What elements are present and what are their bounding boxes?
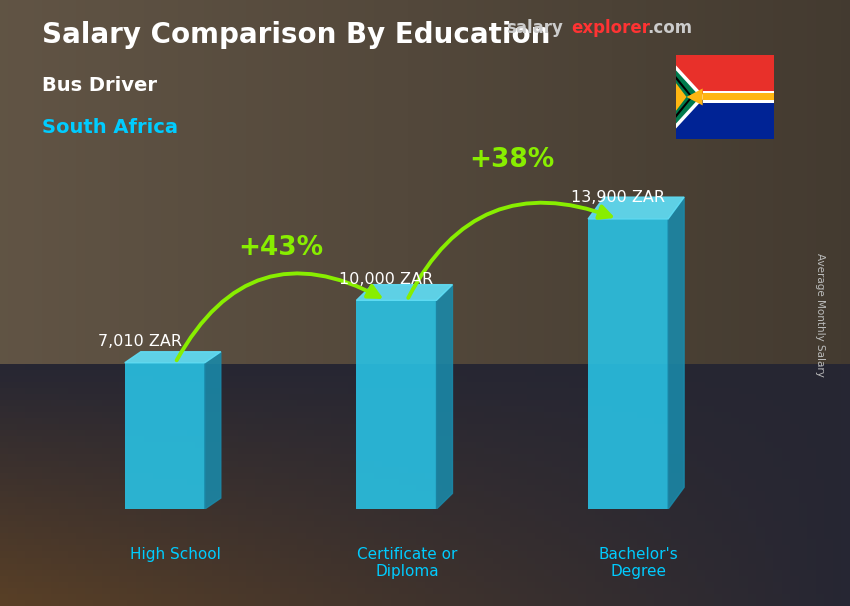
Polygon shape [676,70,700,124]
Polygon shape [356,285,452,301]
Text: +38%: +38% [470,147,555,173]
Text: 10,000 ZAR: 10,000 ZAR [339,271,433,287]
Text: High School: High School [130,547,221,562]
Text: 7,010 ZAR: 7,010 ZAR [98,334,182,349]
Bar [356,301,436,509]
Polygon shape [436,285,452,509]
Bar [676,55,774,97]
Text: .com: .com [648,19,693,38]
Polygon shape [125,351,221,363]
Polygon shape [676,65,705,128]
Text: +43%: +43% [238,235,323,261]
Text: South Africa: South Africa [42,118,178,137]
Text: salary: salary [506,19,563,38]
FancyArrowPatch shape [177,273,380,361]
Text: Average Monthly Salary: Average Monthly Salary [815,253,825,377]
Polygon shape [676,83,703,111]
Bar [703,90,774,103]
Text: Bus Driver: Bus Driver [42,76,157,95]
Text: Salary Comparison By Education: Salary Comparison By Education [42,21,551,49]
Polygon shape [205,351,221,509]
Bar [703,93,774,101]
Bar [588,219,668,509]
Text: 13,900 ZAR: 13,900 ZAR [570,190,665,205]
Polygon shape [588,197,684,219]
Polygon shape [668,197,684,509]
Text: Bachelor's
Degree: Bachelor's Degree [598,547,678,579]
Polygon shape [676,79,690,115]
Text: Certificate or
Diploma: Certificate or Diploma [357,547,457,579]
Bar [676,97,774,139]
FancyArrowPatch shape [408,202,611,298]
Polygon shape [676,76,693,118]
Bar [125,363,205,509]
Text: explorer: explorer [571,19,650,38]
